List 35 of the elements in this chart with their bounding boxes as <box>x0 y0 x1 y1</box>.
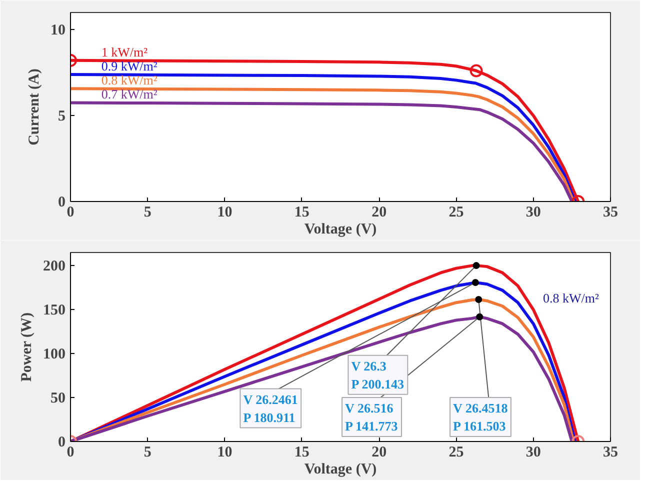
x-tick-label: 20 <box>372 444 387 460</box>
x-tick-label: 30 <box>526 444 541 460</box>
series-label: 1 kW/m² <box>101 44 148 60</box>
annotation: V 26.4518 P 161.503 <box>453 400 508 434</box>
series-label: 0.8 kW/m² <box>101 72 158 88</box>
y-tick-label: 0 <box>58 434 66 450</box>
y-tick-label: 50 <box>50 390 66 407</box>
x-tick-label: 5 <box>144 444 152 460</box>
annotation: V 26.3 P 200.143 <box>351 358 404 392</box>
y-axis-title: Current (A) <box>26 68 42 146</box>
y-tick-label: 200 <box>43 258 66 275</box>
x-tick-label: 25 <box>448 444 464 460</box>
x-tick-label: 30 <box>526 204 541 220</box>
annotation: V 26.516 P 141.773 <box>345 400 398 434</box>
x-axis-title: Voltage (V) <box>304 462 377 478</box>
x-tick-label: 10 <box>217 204 232 220</box>
series-label: 0.7 kW/m² <box>101 86 158 102</box>
y-tick-label: 0 <box>58 194 66 210</box>
y-axis-title: Power (W) <box>19 312 35 382</box>
y-tick-label: 10 <box>50 22 66 39</box>
annotation: 0.8 kW/m² <box>543 290 599 306</box>
x-tick-label: 15 <box>294 204 310 220</box>
x-tick-label: 25 <box>448 204 464 220</box>
y-tick-label: 150 <box>43 302 66 319</box>
x-tick-label: 5 <box>144 204 152 220</box>
x-tick-label: 35 <box>603 204 618 220</box>
series-label: 0.9 kW/m² <box>101 58 158 74</box>
y-tick-label: 100 <box>43 346 66 363</box>
x-tick-label: 10 <box>217 444 232 460</box>
x-tick-label: 35 <box>603 444 618 460</box>
y-tick-label: 5 <box>58 108 66 125</box>
x-tick-label: 15 <box>294 444 310 460</box>
x-tick-label: 20 <box>372 204 387 220</box>
annotation: V 26.2461 P 180.911 <box>243 392 298 425</box>
x-axis-title: Voltage (V) <box>304 222 377 238</box>
